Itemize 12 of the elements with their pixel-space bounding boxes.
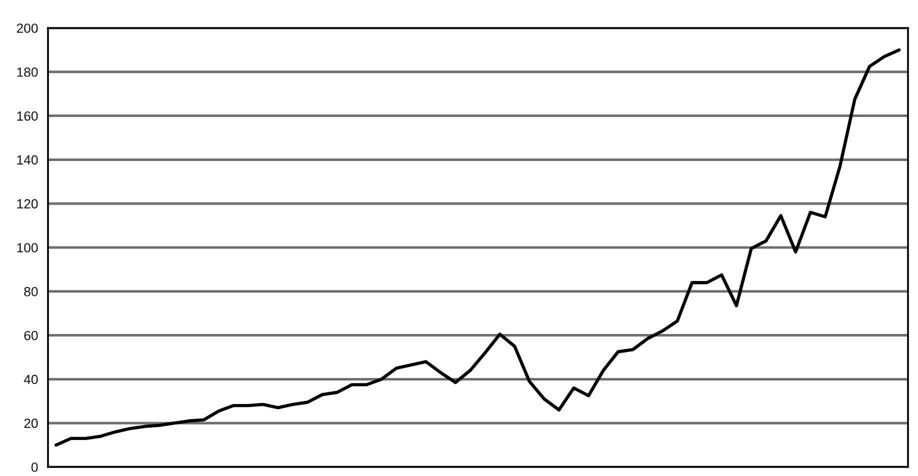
y-tick-label: 140	[17, 155, 38, 165]
y-tick-label: 20	[24, 418, 38, 428]
y-tick-label: 100	[17, 243, 38, 252]
y-tick-label: 120	[17, 199, 38, 209]
y-tick-label: 80	[24, 286, 38, 296]
y-tick-label: 180	[17, 67, 38, 77]
line-series	[54, 48, 901, 447]
y-tick-label: 40	[24, 374, 38, 384]
y-tick-label: 160	[17, 111, 38, 121]
y-tick-label: 0	[31, 462, 38, 472]
y-tick-label: 200	[16, 24, 38, 33]
y-tick-label: 60	[24, 330, 38, 340]
